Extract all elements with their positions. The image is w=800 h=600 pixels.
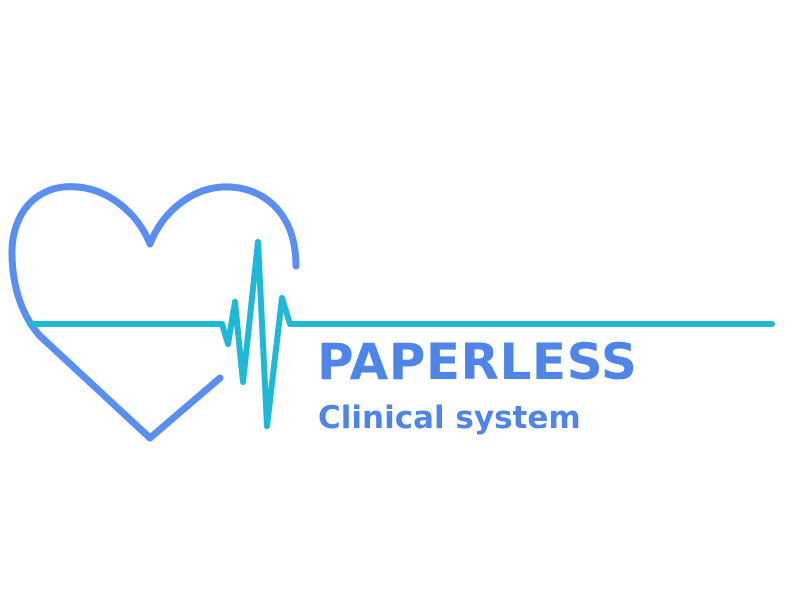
brand-subtitle: Clinical system [318, 400, 581, 436]
brand-title: PAPERLESS [317, 333, 638, 391]
heartbeat-line [27, 239, 775, 429]
heart-outline-bottom [36, 332, 224, 442]
heart-outline-top [8, 183, 300, 340]
